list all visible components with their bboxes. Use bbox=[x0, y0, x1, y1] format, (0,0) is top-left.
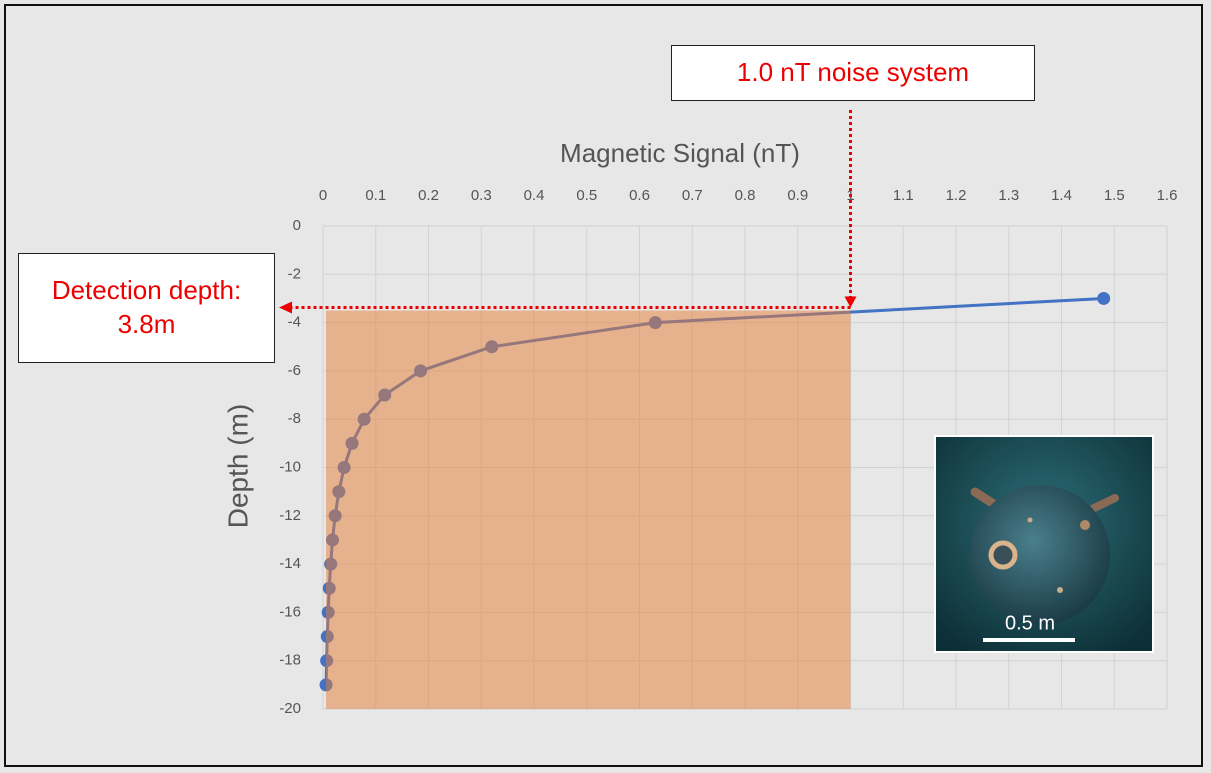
depth-annotation: Detection depth: 3.8m bbox=[18, 253, 275, 363]
y-tick-label: -12 bbox=[279, 507, 301, 524]
x-tick-label: 0.7 bbox=[682, 187, 703, 204]
frame bbox=[4, 4, 1203, 767]
y-tick-label: 0 bbox=[293, 217, 301, 234]
arrow-head bbox=[844, 296, 857, 308]
y-tick-label: -2 bbox=[288, 265, 301, 282]
y-tick-label: -18 bbox=[279, 652, 301, 669]
x-tick-label: 1.4 bbox=[1051, 187, 1072, 204]
x-tick-label: 0.2 bbox=[418, 187, 439, 204]
noise-region bbox=[326, 310, 851, 709]
x-tick-label: 0.3 bbox=[471, 187, 492, 204]
inset-label: 0.5 m bbox=[1005, 612, 1055, 634]
y-tick-label: -16 bbox=[279, 603, 301, 620]
y-tick-label: -4 bbox=[288, 314, 301, 331]
x-tick-label: 0 bbox=[319, 187, 327, 204]
y-tick-label: -14 bbox=[279, 555, 301, 572]
x-tick-label: 1.5 bbox=[1104, 187, 1125, 204]
y-tick-label: -6 bbox=[288, 362, 301, 379]
y-axis-title: Depth (m) bbox=[222, 404, 253, 528]
x-tick-label: 0.6 bbox=[629, 187, 650, 204]
noise-annotation: 1.0 nT noise system bbox=[671, 45, 1035, 101]
inset-photo: 0.5 m bbox=[934, 435, 1154, 653]
data-point bbox=[1097, 291, 1111, 305]
x-tick-label: 1.6 bbox=[1157, 187, 1178, 204]
x-tick-label: 1.2 bbox=[946, 187, 967, 204]
x-tick-label: 0.4 bbox=[524, 187, 545, 204]
x-tick-label: 0.1 bbox=[365, 187, 386, 204]
y-tick-label: -8 bbox=[288, 410, 301, 427]
x-tick-label: 0.5 bbox=[576, 187, 597, 204]
x-axis-title: Magnetic Signal (nT) bbox=[560, 138, 800, 168]
arrow-head bbox=[279, 301, 292, 314]
y-tick-label: -10 bbox=[279, 458, 301, 475]
x-tick-label: 1.1 bbox=[893, 187, 914, 204]
y-tick-label: -20 bbox=[279, 700, 301, 717]
x-tick-label: 0.9 bbox=[787, 187, 808, 204]
x-tick-label: 0.8 bbox=[735, 187, 756, 204]
x-tick-label: 1.3 bbox=[998, 187, 1019, 204]
